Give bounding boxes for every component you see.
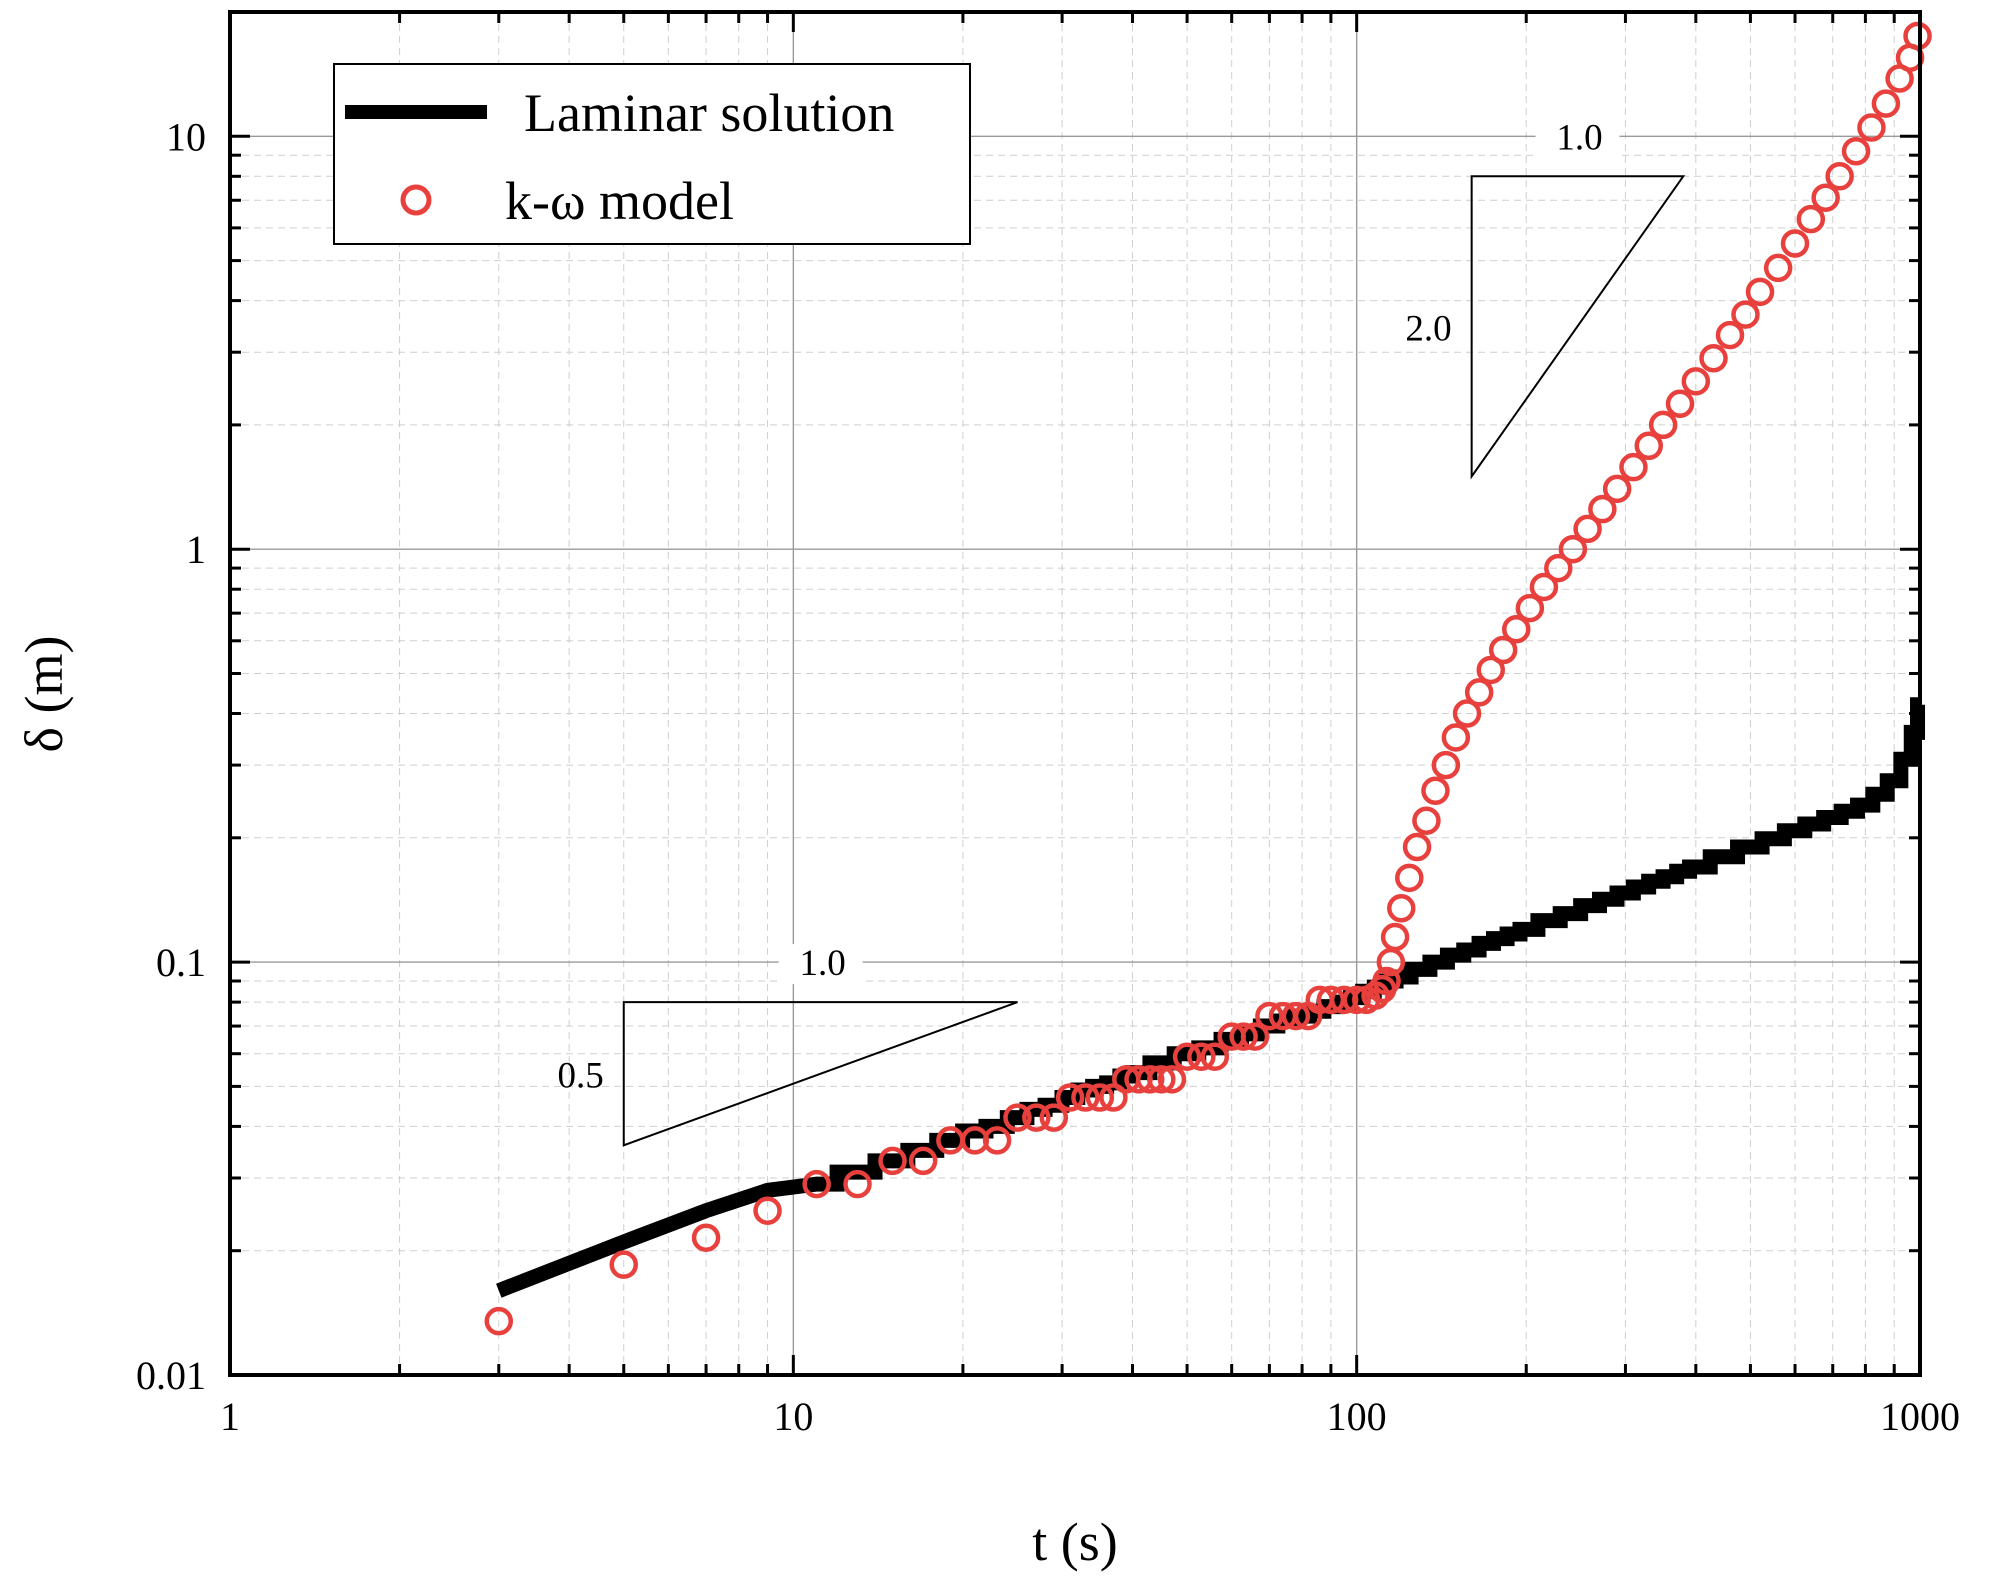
- slope-triangles: 1.0 0.5 1.0 2.0: [558, 117, 1686, 1147]
- series-komega-point: [982, 1126, 1012, 1155]
- series-komega-point: [1055, 1083, 1085, 1112]
- x-tick-label: 100: [1327, 1394, 1387, 1439]
- series-komega-point: [1039, 1103, 1069, 1132]
- y-tick-label: 0.1: [156, 940, 206, 985]
- series-komega-point: [1255, 1001, 1284, 1031]
- series-komega-point: [1071, 1083, 1100, 1112]
- series-komega-point: [1544, 553, 1573, 583]
- series-komega-point: [1796, 204, 1826, 234]
- series-komega-point: [1412, 806, 1441, 835]
- series-komega-point: [1763, 253, 1793, 283]
- slope-rise-label: 0.5: [558, 1056, 604, 1097]
- x-tick-label: 10: [773, 1394, 813, 1439]
- series-komega-point: [1602, 474, 1632, 504]
- slope-run-label-bg: [778, 944, 863, 985]
- series-komega-point: [1825, 162, 1854, 191]
- series-komega-point: [1172, 1042, 1202, 1071]
- series-komega-point: [484, 1306, 514, 1336]
- legend: Laminar solution k-ω model: [333, 63, 971, 245]
- series-komega-point: [1699, 344, 1728, 373]
- x-axis-label: t (s): [1032, 1512, 1117, 1572]
- series-komega-point: [1395, 863, 1424, 893]
- series-komega-point: [1452, 699, 1482, 728]
- series-komega-point: [1387, 894, 1416, 923]
- series-komega-point: [1715, 320, 1745, 350]
- series-komega-point: [1665, 389, 1695, 419]
- plot-frame: [228, 10, 1922, 1377]
- legend-box: [333, 63, 971, 245]
- series-komega-point: [1476, 655, 1506, 685]
- series-komega-point: [802, 1169, 831, 1199]
- series-komega-point: [1229, 1022, 1258, 1051]
- series-komega-point: [1441, 723, 1471, 752]
- grid: [230, 12, 1920, 1375]
- series-komega-point: [1588, 494, 1617, 524]
- x-tick-label: 1: [220, 1394, 240, 1439]
- y-tick-label: 1: [186, 527, 206, 572]
- series-komega-point: [1187, 1042, 1216, 1071]
- series-komega-point: [1022, 1103, 1051, 1132]
- series-komega-point: [1502, 614, 1531, 644]
- series-komega-point: [843, 1169, 872, 1199]
- slope-run-label-bg: [1535, 118, 1620, 159]
- series-komega-point: [1342, 985, 1371, 1015]
- series-komega-point: [1648, 410, 1678, 440]
- series-komega-point: [1871, 89, 1901, 118]
- slope-rise-label: 2.0: [1405, 308, 1451, 349]
- axis-ticks: 1 10 100 1000 0.01 0.1 1 10: [136, 10, 1960, 1439]
- series-komega-point: [1147, 1065, 1176, 1094]
- series-komega-point: [1841, 136, 1871, 166]
- series-komega-point: [878, 1146, 907, 1176]
- series-komega-point: [1099, 1083, 1128, 1112]
- series: [484, 21, 1932, 1336]
- x-tick-label: 1000: [1880, 1394, 1960, 1439]
- series-komega-point: [1619, 452, 1648, 482]
- y-tick-label: 10: [166, 114, 206, 159]
- series-komega-point: [1780, 229, 1810, 258]
- slope-triangle: [622, 1001, 1018, 1147]
- series-komega-point: [1681, 367, 1711, 396]
- legend-label-laminar: Laminar solution: [524, 83, 894, 143]
- series-komega-point: [1281, 1001, 1311, 1031]
- series-komega-point: [1634, 431, 1664, 461]
- series-komega-point: [908, 1146, 938, 1176]
- series-komega-point: [1573, 514, 1602, 544]
- series-komega-point: [1421, 776, 1450, 806]
- series-komega-point: [1903, 21, 1932, 51]
- series-komega-point: [1515, 593, 1545, 623]
- slope-run-label: 1.0: [1556, 117, 1602, 158]
- y-axis-label: δ (m): [14, 636, 74, 753]
- slope-run-label: 1.0: [800, 943, 846, 984]
- series-komega-point: [1431, 750, 1461, 780]
- series-komega-point: [1372, 966, 1401, 996]
- y-tick-label: 0.01: [136, 1353, 206, 1398]
- series-komega-point: [1085, 1083, 1115, 1112]
- series-komega-point: [1558, 534, 1588, 564]
- series-komega-point: [1745, 277, 1775, 307]
- slope-triangle: [1470, 175, 1686, 480]
- series-komega-point: [1488, 635, 1518, 665]
- series-komega-point: [1003, 1103, 1032, 1132]
- series-komega-point: [1811, 183, 1840, 212]
- series-komega-point: [1402, 832, 1432, 862]
- series-komega-point: [1464, 678, 1494, 707]
- series-komega-point: [1157, 1065, 1187, 1094]
- series-komega-point: [1731, 300, 1760, 329]
- series-komega-point: [1857, 113, 1886, 142]
- series-komega-point: [1380, 922, 1410, 952]
- legend-swatch-komega: [400, 184, 432, 216]
- series-komega-point: [753, 1196, 782, 1225]
- series-komega-point: [691, 1223, 721, 1252]
- series-komega-point: [1529, 572, 1559, 602]
- series-komega-point: [609, 1250, 639, 1279]
- series-komega-point: [1240, 1022, 1270, 1051]
- series-komega-point: [1200, 1042, 1230, 1071]
- legend-label-komega: k-ω model: [505, 171, 734, 231]
